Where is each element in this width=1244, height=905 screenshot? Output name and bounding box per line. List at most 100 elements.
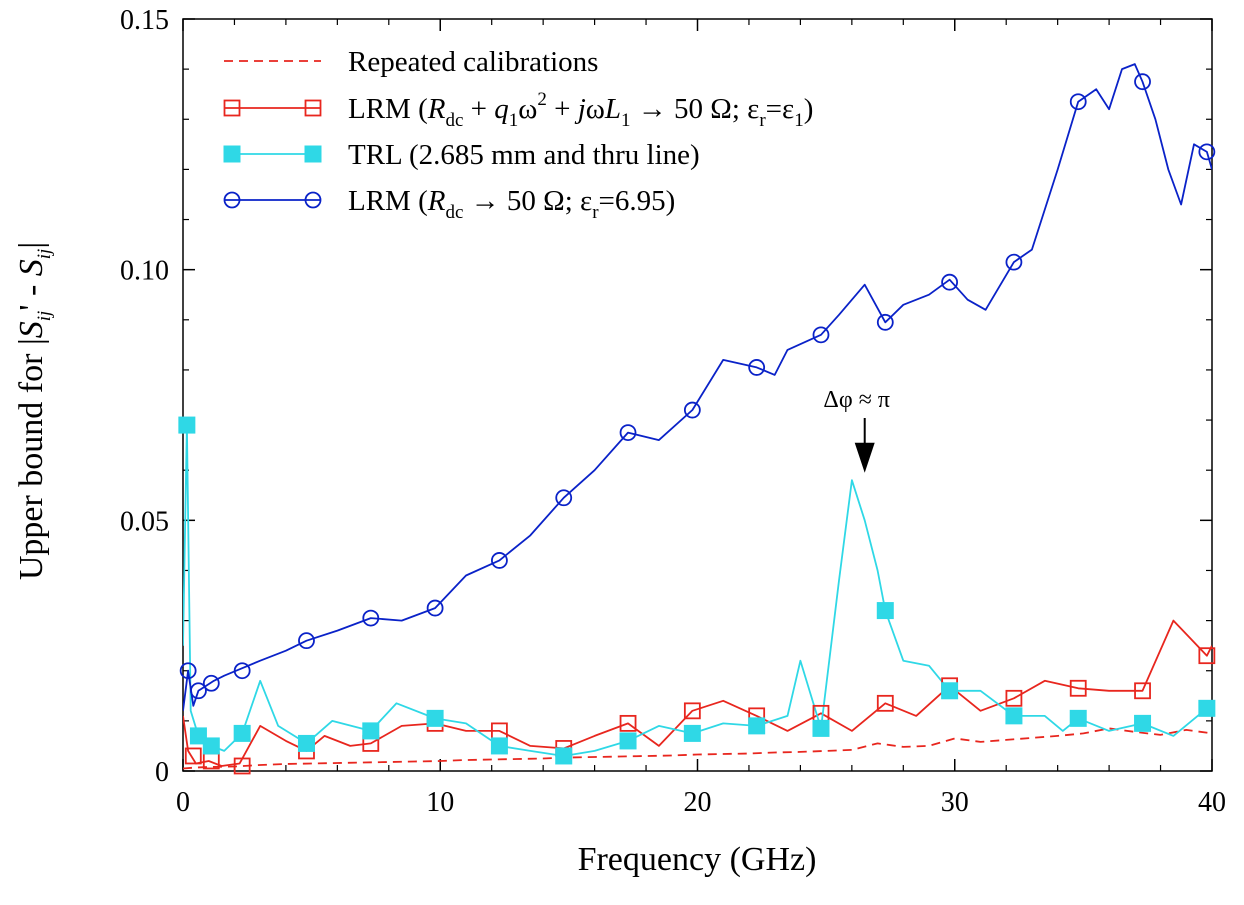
data-point-lrm_dc [748, 359, 766, 376]
data-point-lrm_full [233, 757, 251, 775]
data-point-lrm_dc [233, 662, 251, 680]
text-run: r [759, 110, 766, 131]
text-run: R [427, 185, 446, 217]
plot-area [182, 18, 1213, 772]
text-run: + [547, 93, 578, 125]
data-point-trl [1005, 707, 1023, 725]
text-run: j [574, 93, 586, 125]
plot-frame [182, 18, 1213, 772]
legend-label-repeated: Repeated calibrations [348, 46, 598, 78]
axis-ticks: 0 10 20 30 40 0 0.05 0.10 0.15 [120, 5, 1226, 818]
text-run: → 50 Ω; ε [631, 93, 760, 125]
legend-marker-trl [304, 145, 322, 163]
text-run: =6.95) [599, 185, 676, 217]
data-point-lrm_dc [202, 674, 220, 692]
legend-marker-lrm_dc [223, 191, 241, 209]
text-run: S [13, 321, 50, 338]
data-point-trl [1069, 709, 1087, 727]
text-run: R [427, 93, 446, 125]
data-point-lrm_dc [555, 489, 573, 507]
text-run: LRM ( [348, 93, 428, 125]
y-tick-label: 0.10 [120, 256, 169, 287]
legend-item-repeated: Repeated calibrations [224, 46, 598, 78]
text-run: ω [518, 93, 537, 125]
data-point-trl [941, 682, 959, 700]
series-layer [178, 63, 1216, 775]
data-point-lrm_dc [876, 313, 894, 331]
text-run: ij [34, 311, 55, 322]
data-point-lrm_dc [619, 424, 637, 442]
annotation-text: Δφ ≈ π [823, 387, 890, 413]
data-point-lrm_dc [812, 326, 830, 344]
annotation-arrow-head [854, 442, 875, 473]
text-run: ' - [13, 276, 50, 310]
data-point-trl [683, 724, 701, 742]
data-point-lrm_full [619, 714, 637, 732]
series-lrm_full [183, 619, 1212, 767]
text-run: ω [586, 93, 605, 125]
data-point-lrm_dc [1134, 73, 1151, 91]
legend-label-trl: TRL (2.685 mm and thru line) [348, 139, 700, 171]
series-line-repeated [183, 727, 1212, 770]
text-run: L [604, 93, 621, 125]
data-point-trl [490, 737, 508, 755]
data-point-lrm_dc [179, 662, 197, 680]
legend-marker-lrm_full [223, 99, 241, 117]
x-tick-label: 0 [176, 787, 190, 818]
data-point-lrm_dc [941, 273, 959, 291]
data-point-lrm_dc [298, 632, 315, 650]
series-line-lrm_full [183, 619, 1212, 767]
legend-item-lrm_dc: LRM (Rdc → 50 Ω; εr=6.95) [223, 185, 675, 223]
series-trl [183, 424, 1212, 757]
text-run: 1 [509, 110, 519, 131]
text-run: 1 [794, 110, 804, 131]
legend-marker-lrm_dc [304, 191, 322, 209]
text-run: Repeated calibrations [348, 46, 598, 78]
text-run: r [592, 202, 599, 223]
data-point-lrm_dc [362, 609, 380, 627]
text-run: 2 [537, 89, 547, 110]
text-run: q [494, 93, 509, 125]
data-point-trl [1134, 714, 1152, 732]
data-point-trl [233, 724, 251, 742]
data-point-lrm_full [1198, 647, 1216, 665]
series-line-trl [183, 424, 1212, 757]
text-run: | [13, 242, 50, 249]
text-run: + [463, 93, 494, 125]
series-lrm_dc [183, 63, 1212, 711]
text-run: ij [34, 249, 55, 260]
markers-lrm_dc [179, 73, 1216, 700]
data-point-trl [202, 737, 220, 755]
legend-item-lrm_full: LRM (Rdc + q1ω2 + jωL1 → 50 Ω; εr=ε1) [223, 89, 813, 131]
data-point-lrm_dc [1069, 93, 1087, 111]
legend-label-lrm_dc: LRM (Rdc → 50 Ω; εr=6.95) [348, 185, 675, 223]
y-tick-label: 0 [155, 757, 169, 788]
data-point-trl [812, 719, 830, 737]
text-run: dc [445, 202, 463, 223]
data-point-lrm_full [876, 694, 894, 712]
text-run: =ε [766, 93, 795, 125]
legend-label-lrm_full: LRM (Rdc + q1ω2 + jωL1 → 50 Ω; εr=ε1) [348, 89, 813, 131]
data-point-lrm_dc [491, 552, 508, 569]
data-point-lrm_full [683, 702, 701, 720]
data-point-trl [1198, 699, 1216, 717]
y-axis-label: Upper bound for |Sij' - Sij| [13, 242, 55, 580]
y-tick-label: 0.05 [120, 506, 169, 537]
text-run: 1 [621, 110, 631, 131]
data-point-trl [178, 416, 196, 434]
text-run: dc [445, 110, 463, 131]
data-point-lrm_dc [1198, 143, 1216, 161]
y-tick-label: 0.15 [120, 5, 169, 36]
text-run: → 50 Ω; ε [463, 185, 592, 217]
x-tick-label: 20 [684, 787, 712, 818]
data-point-trl [876, 602, 894, 620]
x-tick-label: 10 [426, 787, 454, 818]
data-point-lrm_dc [683, 401, 701, 419]
text-run: TRL (2.685 mm and thru line) [348, 139, 700, 171]
data-point-lrm_dc [190, 682, 207, 700]
data-point-trl [748, 717, 766, 735]
data-point-trl [619, 732, 637, 750]
text-run: S [13, 259, 50, 276]
